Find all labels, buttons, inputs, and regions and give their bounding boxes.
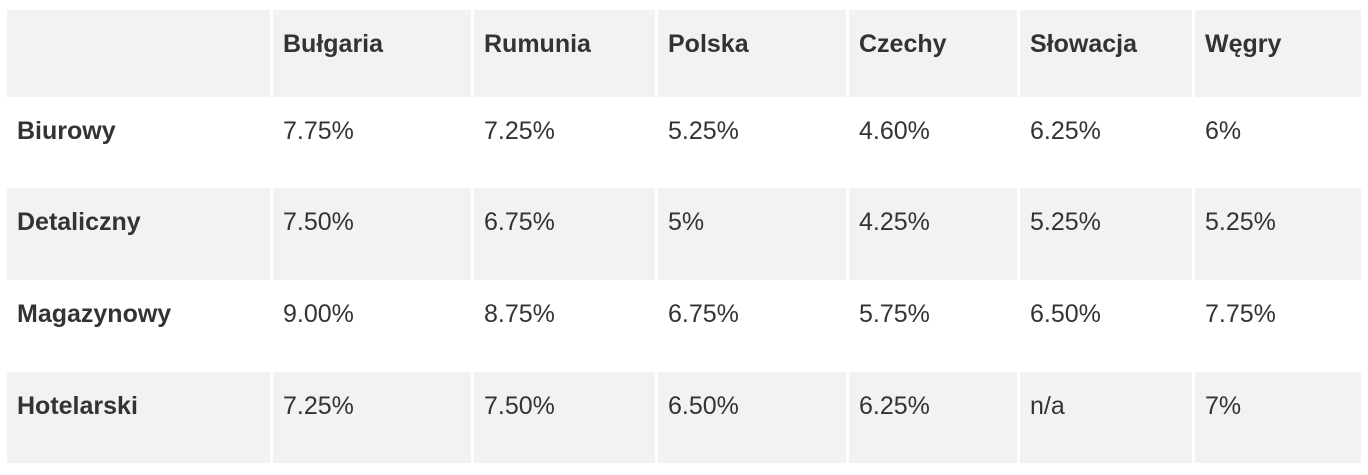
table-cell: 6.25% (849, 372, 1017, 463)
table-cell: 8.75% (484, 300, 555, 328)
row-label: Biurowy (17, 117, 116, 145)
table-cell: 6.50% (658, 372, 846, 463)
column-header: Rumunia (474, 10, 655, 97)
column-header: Czechy (849, 10, 1017, 97)
table-cell: 5.25% (668, 117, 739, 145)
table-cell: 5.25% (1195, 188, 1361, 280)
row-label: Hotelarski (7, 372, 270, 463)
table: Bułgaria Rumunia Polska Czechy Słowacja Węgry… (7, 10, 1361, 463)
table-cell: 7.75% (283, 117, 354, 145)
table-cell: 7.25% (273, 372, 471, 463)
table-cell: 6.25% (1030, 117, 1101, 145)
table-cell: 7.50% (474, 372, 655, 463)
row-label: Magazynowy (17, 300, 172, 328)
table-cell: 7.75% (1205, 300, 1276, 328)
table-cell: 6.75% (668, 300, 739, 328)
row-label: Detaliczny (7, 188, 270, 280)
table-cell: 4.25% (849, 188, 1017, 280)
table-cell: 4.60% (859, 117, 930, 145)
table-cell: n/a (1020, 372, 1192, 463)
table-cell: 7.50% (273, 188, 471, 280)
table-cell: 9.00% (283, 300, 354, 328)
table-cell: 6.50% (1030, 300, 1101, 328)
column-header: Węgry (1195, 10, 1361, 97)
table-cell: 7% (1195, 372, 1361, 463)
column-header: Słowacja (1020, 10, 1192, 97)
table-cell: 7.25% (484, 117, 555, 145)
table-cell: 5% (658, 188, 846, 280)
corner-cell (7, 10, 270, 97)
table-cell: 6.75% (474, 188, 655, 280)
table-cell: 6% (1205, 117, 1242, 145)
table-cell: 5.75% (859, 300, 930, 328)
column-header: Polska (658, 10, 846, 97)
column-header: Bułgaria (273, 10, 471, 97)
table-cell: 5.25% (1020, 188, 1192, 280)
